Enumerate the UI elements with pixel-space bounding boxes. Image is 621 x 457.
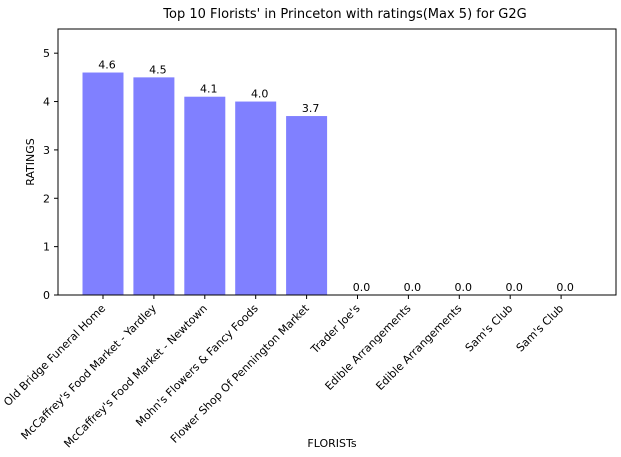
x-axis-label: FLORISTs	[307, 437, 356, 450]
data-label: 4.0	[251, 88, 269, 101]
y-tick-label: 5	[43, 47, 50, 60]
y-tick-label: 3	[43, 144, 50, 157]
x-tick-label: Edible Arrangements	[323, 302, 414, 393]
bar	[184, 96, 226, 295]
data-label: 0.0	[353, 281, 371, 294]
data-label: 3.7	[302, 102, 320, 115]
bar	[286, 116, 328, 296]
data-label: 0.0	[455, 281, 473, 294]
y-axis-label: RATINGS	[24, 138, 37, 186]
bar	[133, 77, 175, 295]
data-label: 4.6	[98, 59, 116, 72]
x-tick-label: Trader Joe's	[308, 302, 363, 357]
x-tick-label: Sam's Club	[514, 302, 567, 355]
bar	[82, 72, 124, 295]
bar	[235, 101, 277, 295]
y-tick-label: 4	[43, 96, 50, 109]
data-labels-group: 4.6 4.5 4.1 4.0 3.7 0.0 0.0 0.0 0.0 0.0	[98, 59, 574, 294]
plot-frame	[57, 28, 617, 296]
x-tick-label: Old Bridge Funeral Home	[1, 302, 108, 409]
data-label: 0.0	[556, 281, 574, 294]
data-label: 4.1	[200, 83, 218, 96]
x-tick-label: Edible Arrangements	[373, 302, 464, 393]
data-label: 4.5	[149, 63, 167, 76]
data-label: 0.0	[404, 281, 422, 294]
y-axis: 0 1 2 3 4 5	[43, 47, 58, 302]
data-label: 0.0	[505, 281, 523, 294]
x-tick-label: Sam's Club	[463, 302, 516, 355]
bars-group	[82, 72, 328, 296]
chart-title: Top 10 Florists' in Princeton with ratin…	[162, 7, 526, 22]
y-tick-label: 2	[43, 192, 50, 205]
y-tick-label: 1	[43, 241, 50, 254]
y-tick-label: 0	[43, 289, 50, 302]
